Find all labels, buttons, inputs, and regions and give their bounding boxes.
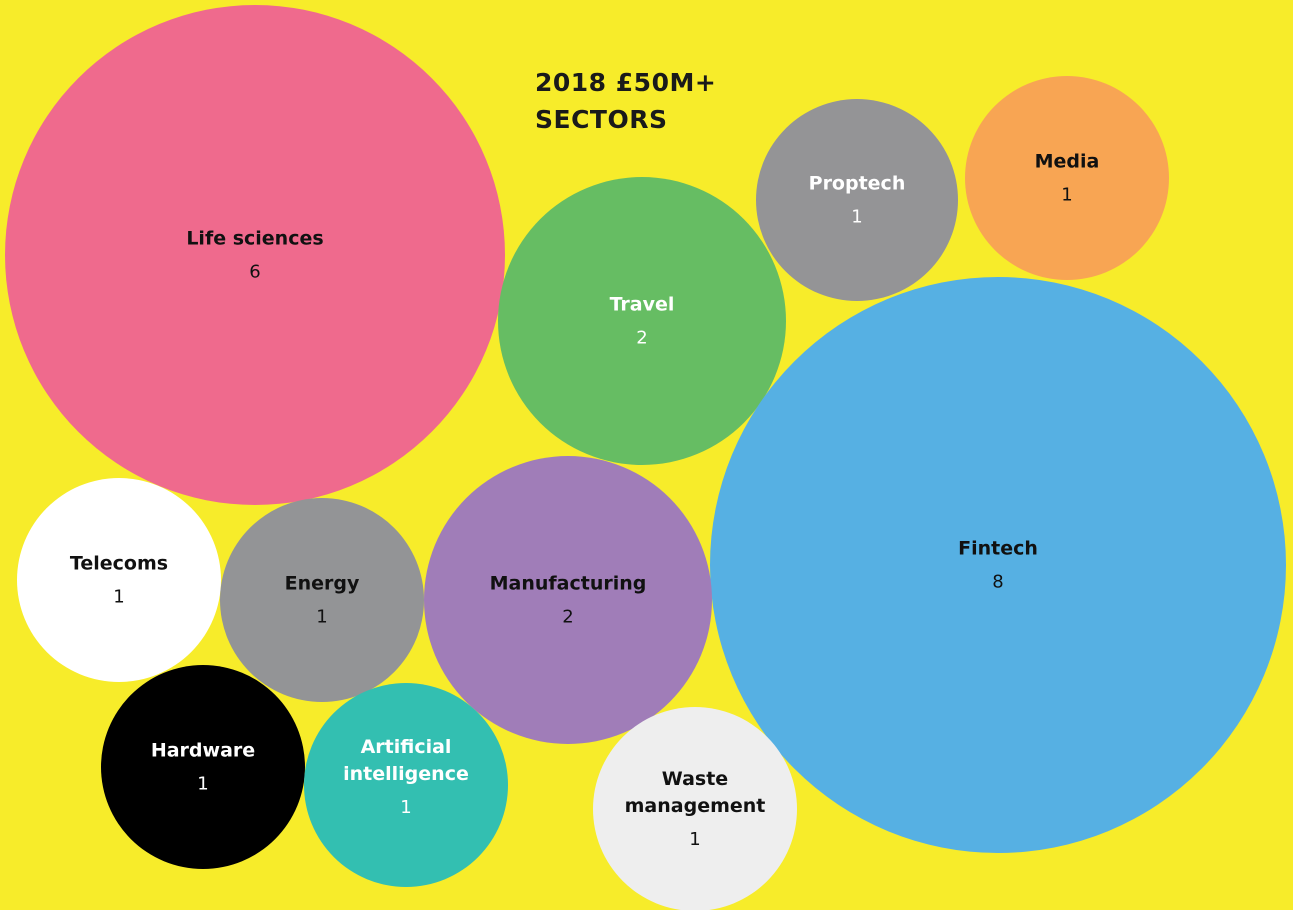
bubble-media: Media 1 xyxy=(965,76,1169,280)
bubble-circle-manufacturing xyxy=(424,456,712,744)
bubble-circle-media xyxy=(965,76,1169,280)
bubble-value-manufacturing: 2 xyxy=(562,607,573,628)
bubble-proptech: Proptech 1 xyxy=(756,99,958,301)
bubble-circle-proptech xyxy=(756,99,958,301)
bubble-circle-fintech xyxy=(710,277,1286,853)
bubble-value-hardware: 1 xyxy=(197,774,208,795)
bubble-value-media: 1 xyxy=(1061,185,1072,206)
bubble-label-energy: Energy xyxy=(285,573,360,595)
bubble-value-life-sciences: 6 xyxy=(249,262,260,283)
bubble-circle-travel xyxy=(498,177,786,465)
bubble-label-artificial-intelligence-line-1: Artificial xyxy=(361,736,452,758)
bubble-circle-hardware xyxy=(101,665,305,869)
bubble-label-waste-management-line-2: management xyxy=(625,795,766,817)
bubble-life-sciences: Life sciences 6 xyxy=(5,5,505,505)
bubble-circle-waste-management xyxy=(593,707,797,910)
bubble-travel: Travel 2 xyxy=(498,177,786,465)
bubble-label-manufacturing: Manufacturing xyxy=(490,573,647,595)
bubble-value-waste-management: 1 xyxy=(689,829,700,850)
bubble-label-artificial-intelligence-line-2: intelligence xyxy=(343,763,469,785)
bubbles-group: Life sciences 6 Travel 2 Proptech 1 Media 1 Fint… xyxy=(5,5,1286,910)
bubble-label-telecoms: Telecoms xyxy=(70,553,168,575)
bubble-value-artificial-intelligence: 1 xyxy=(400,797,411,818)
bubble-value-proptech: 1 xyxy=(851,207,862,228)
chart-title: 2018 £50M+ SECTORS xyxy=(535,68,726,134)
chart-title-line-1: 2018 £50M+ xyxy=(535,68,716,97)
bubble-label-travel: Travel xyxy=(610,294,675,316)
bubble-circle-energy xyxy=(220,498,424,702)
bubble-circle-life-sciences xyxy=(5,5,505,505)
bubble-circle-telecoms xyxy=(17,478,221,682)
bubble-energy: Energy 1 xyxy=(220,498,424,702)
bubble-label-fintech: Fintech xyxy=(958,538,1038,560)
bubble-value-fintech: 8 xyxy=(992,572,1003,593)
bubble-label-waste-management-line-1: Waste xyxy=(662,768,728,790)
bubble-waste-management: Waste management 1 xyxy=(593,707,797,910)
bubble-artificial-intelligence: Artificial intelligence 1 xyxy=(304,683,508,887)
bubble-label-proptech: Proptech xyxy=(809,173,906,195)
bubble-telecoms: Telecoms 1 xyxy=(17,478,221,682)
bubble-label-media: Media xyxy=(1035,151,1100,173)
bubble-value-energy: 1 xyxy=(316,607,327,628)
bubble-fintech: Fintech 8 xyxy=(710,277,1286,853)
bubble-value-telecoms: 1 xyxy=(113,587,124,608)
bubble-manufacturing: Manufacturing 2 xyxy=(424,456,712,744)
bubble-label-life-sciences: Life sciences xyxy=(186,228,323,250)
bubble-hardware: Hardware 1 xyxy=(101,665,305,869)
bubble-circle-artificial-intelligence xyxy=(304,683,508,887)
bubble-value-travel: 2 xyxy=(636,328,647,349)
bubble-label-hardware: Hardware xyxy=(151,740,255,762)
chart-title-line-2: SECTORS xyxy=(535,105,668,134)
